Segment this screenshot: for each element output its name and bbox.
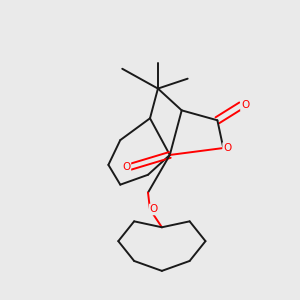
Text: O: O	[241, 100, 249, 110]
Text: O: O	[150, 204, 158, 214]
Text: O: O	[122, 162, 130, 172]
Text: O: O	[223, 143, 231, 153]
